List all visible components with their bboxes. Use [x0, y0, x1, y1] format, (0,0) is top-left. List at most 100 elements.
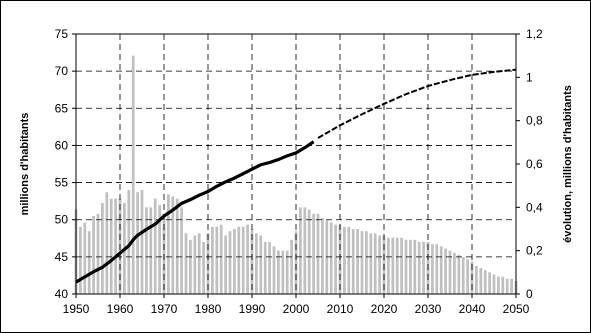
- bar: [435, 244, 439, 294]
- bar: [409, 239, 412, 294]
- bar: [505, 278, 509, 294]
- x-tick-label: 1960: [107, 302, 134, 316]
- y-left-tick-label: 70: [55, 64, 69, 78]
- bar: [360, 231, 364, 294]
- line-series: [75, 68, 517, 284]
- bar: [277, 250, 280, 294]
- bar: [448, 250, 452, 294]
- bar: [83, 222, 87, 294]
- bar: [321, 218, 324, 294]
- x-tick-label: 1990: [239, 302, 266, 316]
- bar: [417, 242, 421, 294]
- bar: [167, 194, 170, 294]
- y-right-tick-label: 0,4: [526, 200, 543, 214]
- bar: [127, 190, 131, 294]
- bar: [233, 229, 236, 294]
- x-tick-label: 2050: [503, 302, 530, 316]
- y-axis-right-label: évolution, millions d'habitants: [562, 85, 574, 243]
- bar: [211, 226, 214, 294]
- y-left-tick-label: 45: [55, 250, 69, 264]
- bar: [488, 272, 491, 294]
- bar: [422, 242, 425, 294]
- bar: [184, 233, 188, 294]
- x-tick-label: 2010: [327, 302, 354, 316]
- bar: [501, 276, 505, 294]
- bar: [101, 203, 104, 294]
- bar: [109, 198, 113, 294]
- bar: [439, 246, 443, 294]
- bar: [387, 237, 390, 294]
- bar: [105, 192, 109, 294]
- bar: [404, 239, 408, 294]
- bar: [145, 207, 148, 294]
- y-right-tick-label: 1: [526, 70, 533, 84]
- bar: [193, 235, 197, 294]
- projection-line: [317, 68, 517, 139]
- bar: [483, 270, 487, 294]
- bar: [461, 257, 465, 294]
- y-left-tick-label: 65: [55, 101, 69, 115]
- bar: [171, 196, 175, 294]
- bar: [479, 268, 483, 294]
- bar: [369, 233, 373, 294]
- bar: [457, 255, 461, 294]
- bar: [219, 224, 223, 294]
- bar: [299, 207, 302, 294]
- x-tick-label: 2030: [415, 302, 442, 316]
- bar: [268, 242, 271, 294]
- bar: [294, 231, 298, 294]
- bar: [215, 226, 219, 294]
- bar: [466, 259, 469, 294]
- bar: [492, 274, 496, 294]
- x-tick-label: 2000: [283, 302, 310, 316]
- bar: [92, 216, 95, 294]
- y-right-tick-label: 0,2: [526, 244, 543, 258]
- bar: [316, 213, 320, 294]
- bar: [497, 276, 500, 294]
- bar: [206, 233, 210, 294]
- bar: [175, 198, 179, 294]
- bar: [140, 190, 144, 294]
- bar: [431, 244, 434, 294]
- bar: [510, 278, 513, 294]
- bar: [343, 226, 346, 294]
- y-right-tick-label: 1,2: [526, 27, 543, 41]
- x-tick-label: 1970: [151, 302, 178, 316]
- bar: [158, 205, 161, 294]
- bar: [149, 207, 153, 294]
- y-left-tick-label: 50: [55, 213, 69, 227]
- bar: [162, 213, 166, 294]
- bar: [153, 198, 157, 294]
- bar: [246, 224, 249, 294]
- bar: [312, 213, 315, 294]
- y-axis-left-label: millions d'habitants: [19, 113, 31, 216]
- bar: [281, 250, 285, 294]
- bar: [378, 235, 381, 294]
- x-tick-label: 2020: [371, 302, 398, 316]
- bar: [224, 235, 227, 294]
- bar: [373, 233, 377, 294]
- bar: [334, 224, 337, 294]
- y-left-tick-label: 75: [55, 27, 69, 41]
- bar: [453, 252, 456, 294]
- y-left-tick-label: 55: [55, 176, 69, 190]
- bar: [114, 198, 117, 294]
- bar: [228, 231, 232, 294]
- bar: [263, 242, 267, 294]
- x-tick-label: 1950: [63, 302, 90, 316]
- bar: [189, 239, 192, 294]
- bar: [347, 226, 351, 294]
- tick-labels: 1950 1960 1970 1980 1990 2000 2010 2020 2030 2040…: [55, 27, 543, 316]
- bar: [237, 226, 241, 294]
- bar: [136, 192, 139, 294]
- bar: [400, 237, 403, 294]
- bar: [395, 237, 399, 294]
- bar: [285, 250, 289, 294]
- bar: [131, 55, 135, 294]
- bar: [351, 229, 355, 294]
- bar: [444, 248, 447, 294]
- y-right-tick-label: 0,8: [526, 114, 543, 128]
- bar: [356, 229, 359, 294]
- bar: [307, 209, 311, 294]
